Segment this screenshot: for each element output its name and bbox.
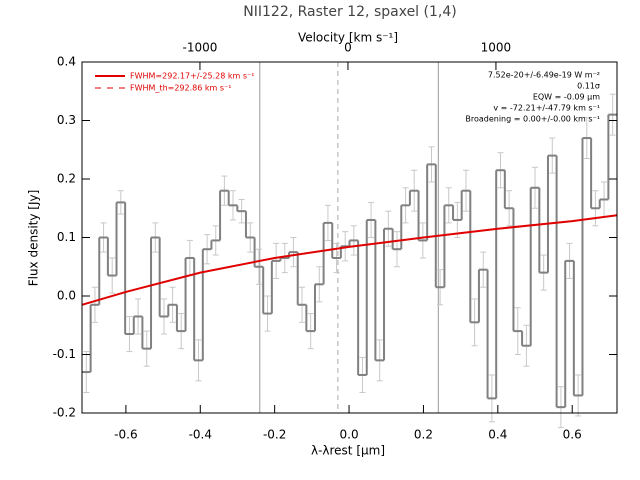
annotation: Broadening = 0.00+/-0.00 km s⁻¹ bbox=[465, 115, 600, 124]
top-tick-label: -1000 bbox=[183, 41, 218, 55]
x-tick-label: -0.6 bbox=[114, 428, 137, 442]
x-tick-label: 0.0 bbox=[340, 428, 359, 442]
top-tick-label: 1000 bbox=[481, 41, 512, 55]
y-tick-label: 0.4 bbox=[57, 55, 76, 69]
annotation: v = -72.21+/-47.79 km s⁻¹ bbox=[493, 104, 600, 113]
chart-title: NII122, Raster 12, spaxel (1,4) bbox=[243, 4, 456, 20]
y-tick-label: 0.3 bbox=[57, 113, 76, 127]
x-axis-label: λ-λrest [μm] bbox=[311, 444, 385, 458]
y-tick-label: -0.1 bbox=[53, 347, 76, 361]
fit-line bbox=[81, 214, 618, 306]
annotation: 0.11σ bbox=[577, 82, 600, 91]
x-tick-label: 0.4 bbox=[488, 428, 507, 442]
x-tick-label: 0.2 bbox=[414, 428, 433, 442]
x-tick-label: 0.6 bbox=[563, 428, 582, 442]
y-tick-label: 0.1 bbox=[57, 230, 76, 244]
y-tick-label: 0.2 bbox=[57, 172, 76, 186]
top-axis-label: Velocity [km s⁻¹] bbox=[298, 31, 398, 45]
y-tick-label: 0.0 bbox=[57, 289, 76, 303]
x-tick-label: -0.2 bbox=[263, 428, 286, 442]
y-axis-label: Flux density [Jy] bbox=[27, 190, 41, 287]
top-tick-label: 0 bbox=[344, 41, 352, 55]
annotation: EQW = -0.09 μm bbox=[533, 93, 600, 102]
x-tick-label: -0.4 bbox=[189, 428, 212, 442]
legend-label: FWHM=292.17+/-25.28 km s⁻¹ bbox=[130, 72, 254, 81]
y-tick-label: -0.2 bbox=[53, 406, 76, 420]
legend-label: FWHM_th=292.86 km s⁻¹ bbox=[130, 84, 231, 93]
annotation: 7.52e-20+/-6.49e-19 W m⁻² bbox=[488, 71, 600, 80]
